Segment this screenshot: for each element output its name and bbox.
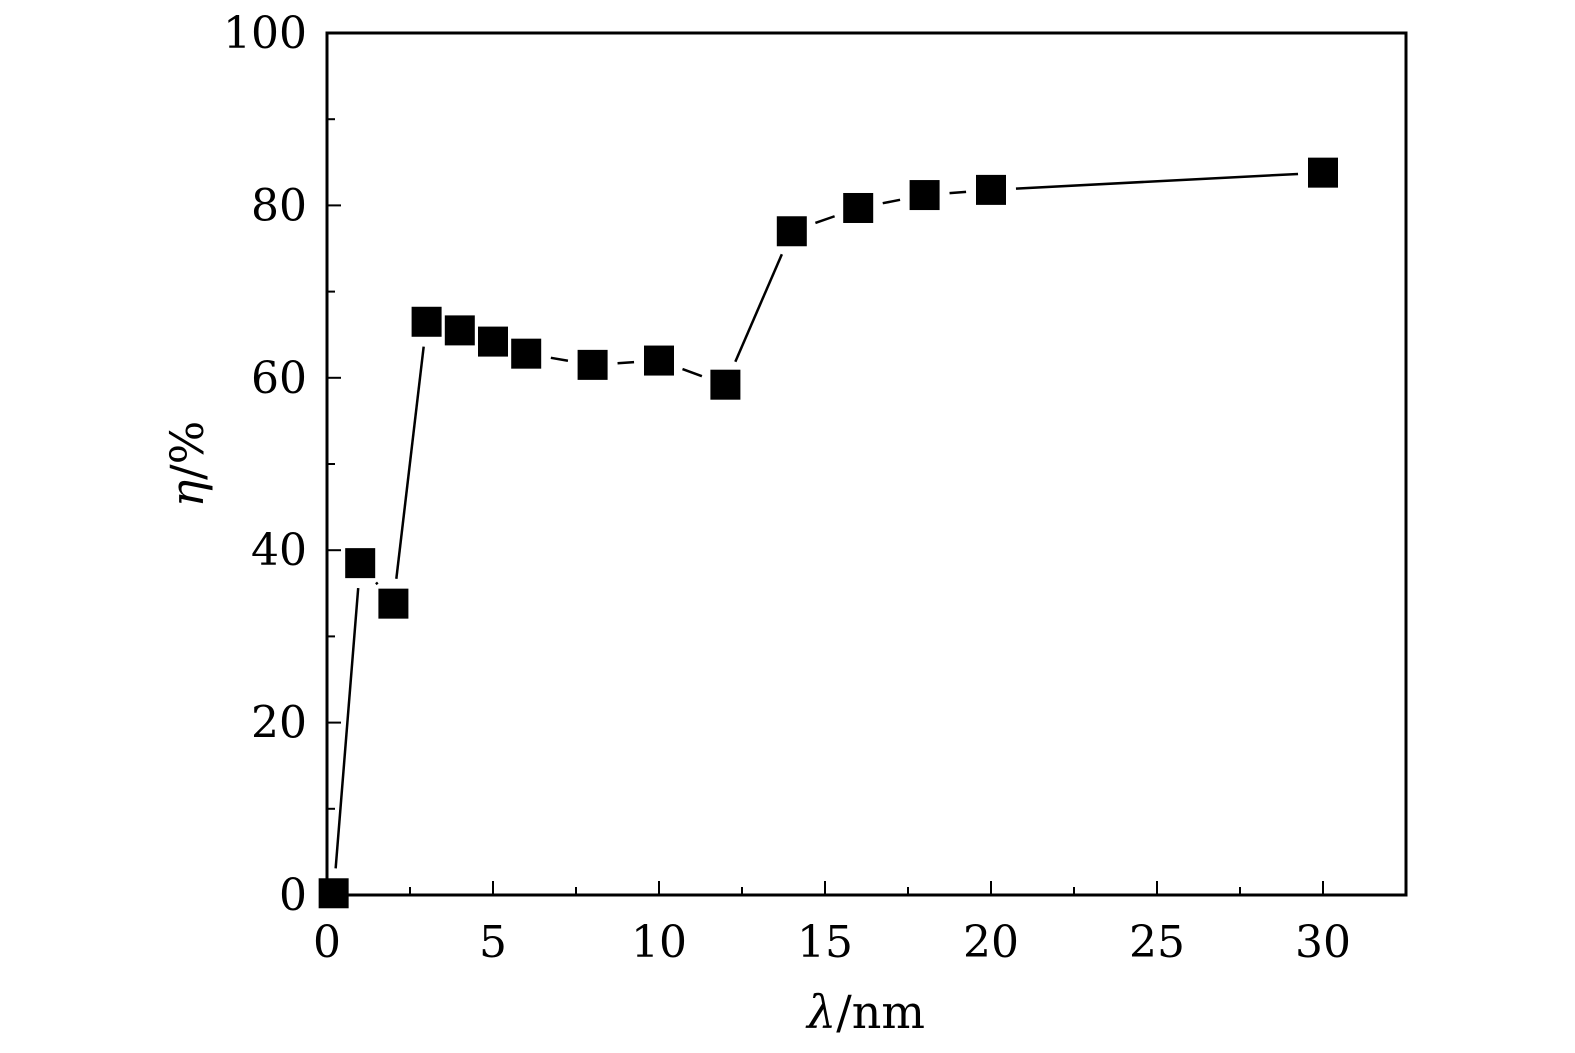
data-point xyxy=(976,174,1006,205)
x-tick-label: 20 xyxy=(963,917,1019,968)
data-point xyxy=(710,369,741,400)
y-axis-ticks: 0 20 40 60 80 100 xyxy=(223,8,341,921)
series-segment xyxy=(882,198,901,205)
x-tick-label: 10 xyxy=(631,917,687,968)
x-axis-unit: /nm xyxy=(836,985,925,1039)
y-tick-label: 80 xyxy=(251,180,307,231)
plot-border xyxy=(325,31,1408,897)
data-point xyxy=(345,548,376,579)
series-segment xyxy=(1015,172,1299,190)
series-line xyxy=(334,172,1299,869)
series-segment xyxy=(617,360,635,365)
y-axis-unit: /% xyxy=(160,421,214,480)
data-point xyxy=(318,878,349,909)
series-segment xyxy=(334,587,360,869)
series-segment xyxy=(395,346,425,579)
y-axis-symbol: η xyxy=(160,479,214,507)
series-segment xyxy=(734,253,784,363)
y-tick-label: 100 xyxy=(223,8,307,59)
y-tick-label: 60 xyxy=(251,353,307,404)
y-tick-label: 0 xyxy=(279,870,307,921)
x-tick-label: 5 xyxy=(479,917,507,968)
series-segment xyxy=(682,367,703,378)
data-point xyxy=(577,349,608,380)
x-tick-label: 25 xyxy=(1129,917,1185,968)
data-point xyxy=(411,306,442,337)
x-tick-label: 15 xyxy=(797,917,853,968)
series-segment xyxy=(550,356,569,362)
data-point xyxy=(378,588,409,619)
series-segment xyxy=(375,581,379,586)
x-axis-ticks: 0 5 10 15 20 25 30 xyxy=(313,881,1351,968)
data-point xyxy=(444,315,475,346)
series-segment xyxy=(949,190,967,195)
x-axis-label: λ/nm xyxy=(805,985,925,1039)
plot-frame xyxy=(325,31,1408,897)
x-tick-label: 0 xyxy=(313,917,341,968)
series-markers xyxy=(318,157,1338,909)
y-axis-label: η/% xyxy=(160,421,214,508)
data-point xyxy=(909,180,940,211)
data-point xyxy=(776,216,807,247)
data-point xyxy=(478,326,508,357)
data-point xyxy=(843,192,874,223)
series-segment xyxy=(814,215,836,225)
x-axis-symbol: λ xyxy=(805,985,836,1039)
y-tick-label: 20 xyxy=(251,698,307,749)
data-point xyxy=(644,345,674,376)
data-point xyxy=(511,338,542,369)
data-point xyxy=(1308,157,1338,188)
y-tick-label: 40 xyxy=(251,525,307,576)
x-tick-label: 30 xyxy=(1295,917,1351,968)
